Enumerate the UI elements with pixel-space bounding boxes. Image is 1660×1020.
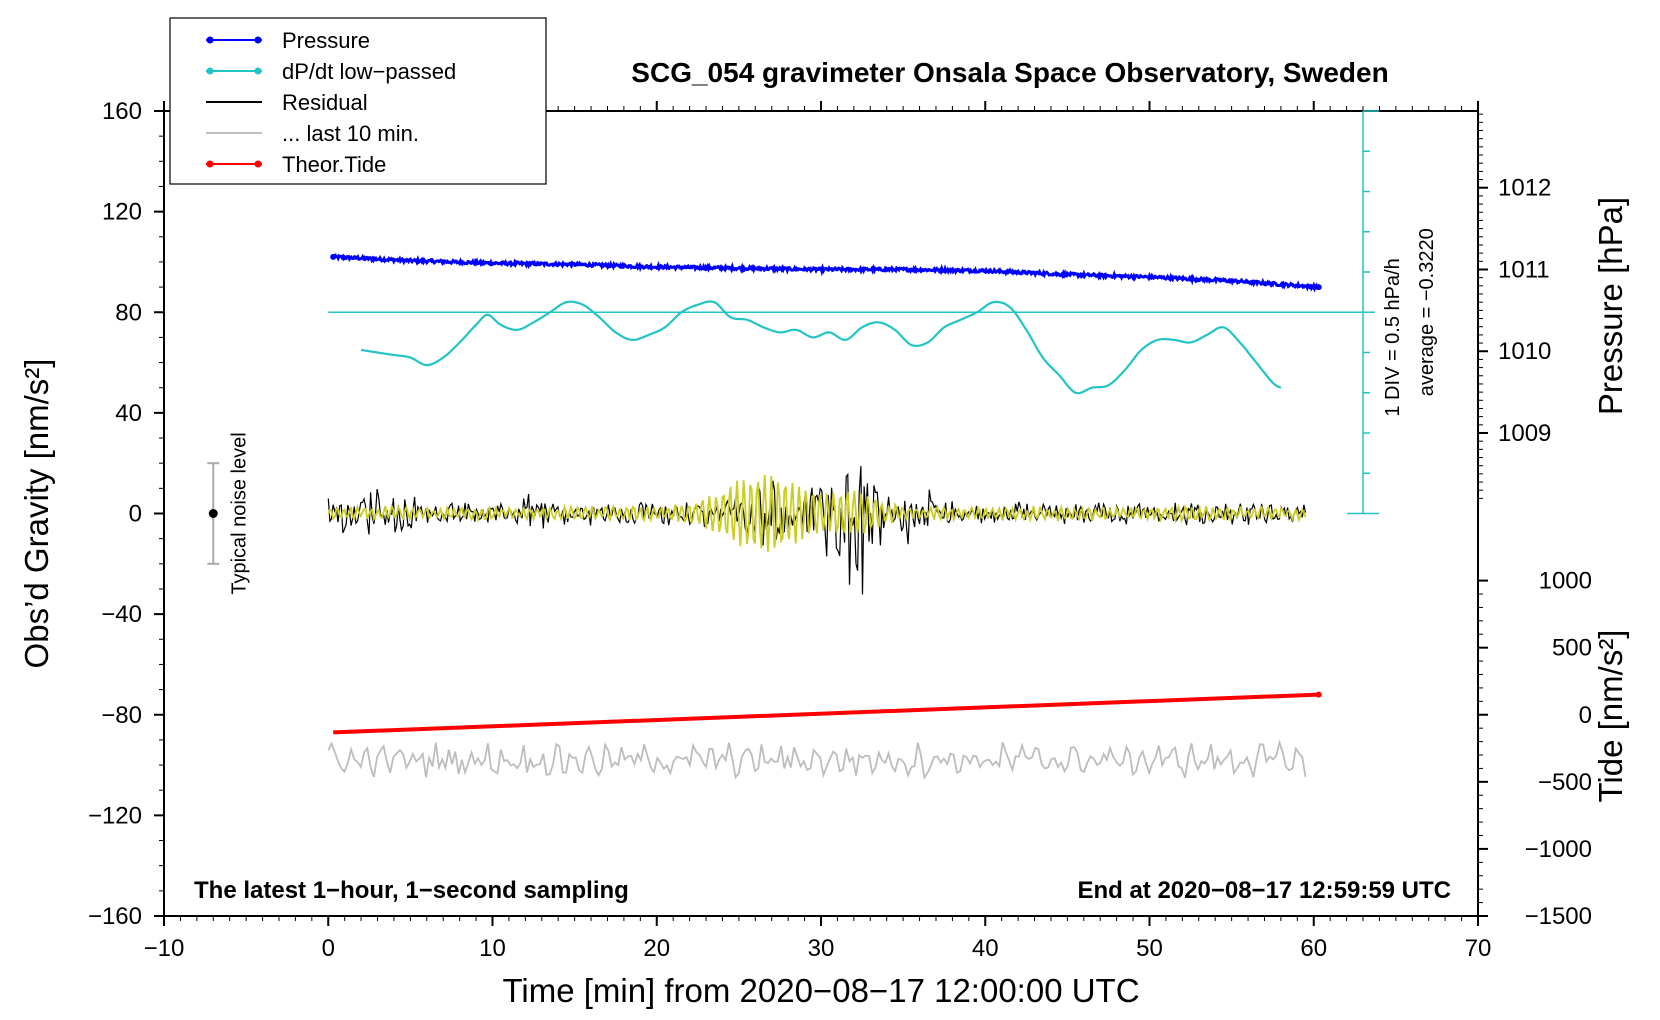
pressure-tick-label: 1012 xyxy=(1498,175,1551,202)
legend-label: Pressure xyxy=(282,28,370,53)
legend-items: Pressure dP/dt low−passed Residual ... last… xyxy=(206,28,456,177)
x-tick-label: 0 xyxy=(322,935,335,962)
dpdt-average-label: average = −0.3220 xyxy=(1416,228,1438,396)
pressure-end-point xyxy=(1315,284,1322,291)
legend-marker xyxy=(254,67,262,75)
ticks-layer: −10 0 10 20 30 40 50 60 70 160 120 80 40 0 −40 −80 −120 −… xyxy=(88,98,1592,962)
pressure-start-point xyxy=(330,253,337,260)
x-tick-label: 60 xyxy=(1300,935,1327,962)
last-10-min-line xyxy=(327,739,1307,781)
y-tick-label: −80 xyxy=(101,702,142,729)
legend-label: Residual xyxy=(282,90,368,115)
x-tick-label: 10 xyxy=(479,935,506,962)
pressure-tick-label: 1010 xyxy=(1498,338,1551,365)
x-tick-label: 40 xyxy=(972,935,999,962)
noise-level-label: Typical noise level xyxy=(228,432,250,594)
tide-tick-label: 1000 xyxy=(1539,568,1592,595)
legend-marker xyxy=(254,160,262,168)
y-tick-label: 160 xyxy=(102,98,142,125)
pressure-line xyxy=(331,253,1320,293)
sampling-note: The latest 1−hour, 1−second sampling xyxy=(194,877,629,904)
annotations-layer xyxy=(207,110,1380,565)
tide-line xyxy=(333,692,1319,735)
dpdt-scale-label: 1 DIV = 0.5 hPa/h xyxy=(1382,258,1404,416)
chart-title: SCG_054 gravimeter Onsala Space Observat… xyxy=(631,57,1388,88)
y-tick-label: 0 xyxy=(129,501,142,528)
end-time-note: End at 2020−08−17 12:59:59 UTC xyxy=(1077,877,1451,904)
legend-label: dP/dt low−passed xyxy=(282,59,456,84)
y-tick-label: −160 xyxy=(88,903,142,930)
y-tick-label: −120 xyxy=(88,802,142,829)
legend-marker xyxy=(206,67,214,75)
y-tick-label: 120 xyxy=(102,199,142,226)
residual-line xyxy=(327,466,1307,595)
legend-marker xyxy=(206,36,214,44)
x-tick-label: −10 xyxy=(144,935,185,962)
pressure-tick-label: 1011 xyxy=(1498,256,1550,283)
y-tick-label: −40 xyxy=(101,601,142,628)
y-tick-label: 80 xyxy=(115,299,142,326)
tide-tick-label: −500 xyxy=(1538,769,1592,796)
x-tick-label: 50 xyxy=(1136,935,1163,962)
x-tick-label: 20 xyxy=(643,935,670,962)
y-axis-label-pressure: Pressure [hPa] xyxy=(1592,197,1629,415)
x-tick-label: 30 xyxy=(808,935,835,962)
tide-end-point xyxy=(1315,691,1322,698)
series-layer xyxy=(327,253,1322,781)
tide-tick-label: 0 xyxy=(1579,702,1592,729)
pressure-tick-label: 1009 xyxy=(1498,420,1551,447)
x-tick-label: 70 xyxy=(1465,935,1492,962)
y-axis-label-tide: Tide [nm/s²] xyxy=(1592,630,1629,803)
legend-label: Theor.Tide xyxy=(282,152,386,177)
tide-tick-label: −1000 xyxy=(1525,836,1592,863)
y-tick-label: 40 xyxy=(115,400,142,427)
x-axis-label: Time [min] from 2020−08−17 12:00:00 UTC xyxy=(502,972,1139,1009)
residual-smoothed-line xyxy=(327,474,1307,552)
y-axis-label-gravity: Obs’d Gravity [nm/s²] xyxy=(18,359,55,669)
legend-label: ... last 10 min. xyxy=(282,121,419,146)
tide-tick-label: −1500 xyxy=(1525,903,1592,930)
noise-level-dot xyxy=(208,509,218,518)
legend-marker xyxy=(206,160,214,168)
dpdt-line xyxy=(360,300,1282,395)
legend-marker xyxy=(254,36,262,44)
tide-tick-label: 500 xyxy=(1552,635,1592,662)
legend: Pressure dP/dt low−passed Residual ... last… xyxy=(169,17,547,185)
